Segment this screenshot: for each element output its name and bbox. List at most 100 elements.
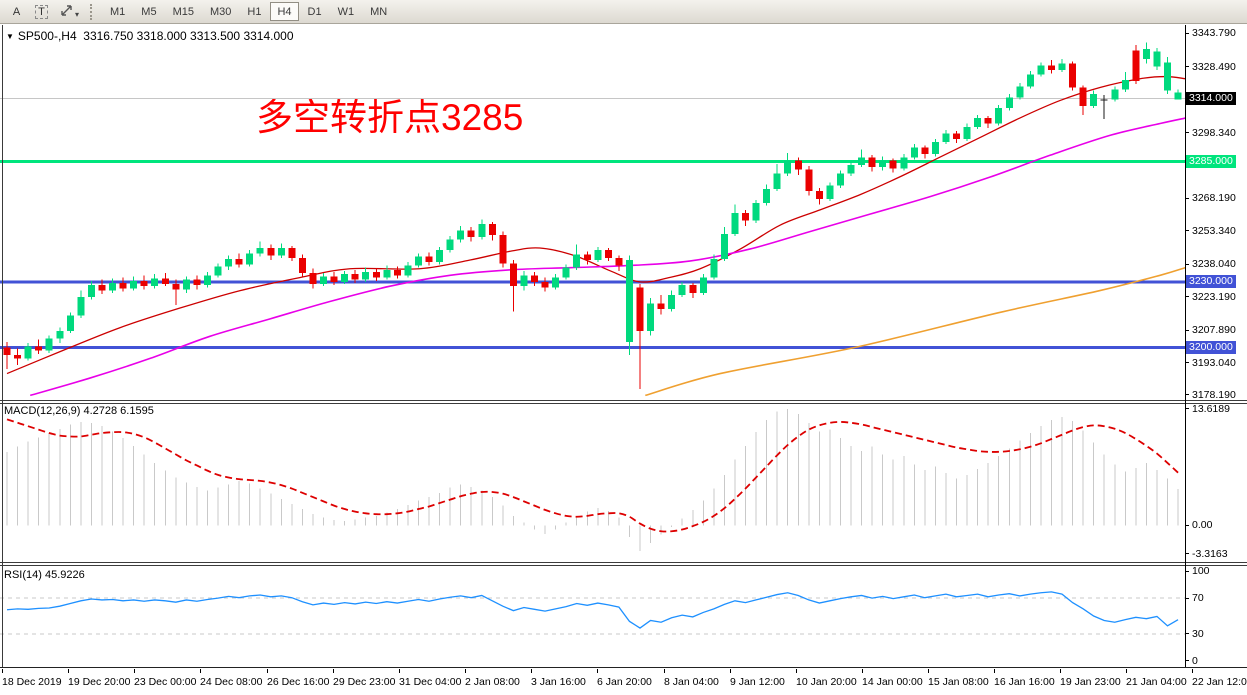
- timeframe-button-m1[interactable]: M1: [103, 2, 132, 21]
- time-tick-mark: [399, 669, 400, 673]
- timeframe-button-h1[interactable]: H1: [240, 2, 268, 21]
- font-tool-button[interactable]: A: [5, 2, 28, 21]
- chart-title[interactable]: ▼ SP500-,H4 3316.750 3318.000 3313.500 33…: [6, 29, 294, 43]
- axis-tick-mark: [1185, 394, 1189, 395]
- annotation-text[interactable]: 多空转折点3285: [256, 97, 524, 138]
- macd-tick-label: -3.3163: [1192, 547, 1228, 560]
- pane-resize-handle[interactable]: [0, 400, 1247, 404]
- time-tick-mark: [200, 669, 201, 673]
- time-tick-label: 31 Dec 04:00: [399, 676, 462, 688]
- axis-tick-mark: [1185, 553, 1189, 554]
- axis-tick-mark: [1185, 230, 1189, 231]
- axis-tick-mark: [1185, 598, 1189, 599]
- time-tick-label: 22 Jan 12:00: [1192, 676, 1247, 688]
- price-tick-label: 3193.040: [1192, 356, 1236, 369]
- time-axis-separator: [0, 667, 1247, 668]
- chart-title-text: SP500-,H4 3316.750 3318.000 3313.500 331…: [17, 29, 294, 43]
- toolbar: A T ▾ M1 M5 M15 M30 H1 H4 D1 W1 MN: [0, 0, 1247, 24]
- axis-tick-mark: [1185, 66, 1189, 67]
- price-level-label: 3230.000: [1186, 275, 1236, 289]
- price-tick-label: 3223.190: [1192, 290, 1236, 303]
- time-tick-label: 15 Jan 08:00: [928, 676, 989, 688]
- axis-tick-mark: [1185, 571, 1189, 572]
- time-tick-label: 29 Dec 23:00: [333, 676, 396, 688]
- time-tick-mark: [994, 669, 995, 673]
- rsi-tick-label: 0: [1192, 654, 1198, 667]
- toolbar-separator: [90, 3, 95, 20]
- time-tick-mark: [134, 669, 135, 673]
- timeframe-button-mn[interactable]: MN: [363, 2, 394, 21]
- time-tick-label: 8 Jan 04:00: [664, 676, 719, 688]
- axis-tick-mark: [1185, 198, 1189, 199]
- time-tick-label: 16 Jan 16:00: [994, 676, 1055, 688]
- time-tick-mark: [1060, 669, 1061, 673]
- time-tick-label: 26 Dec 16:00: [267, 676, 330, 688]
- price-axis-border: [1185, 25, 1186, 667]
- font-tool-icon: A: [12, 5, 21, 18]
- cursor-mode-button[interactable]: ▾: [55, 2, 84, 21]
- timeframe-button-m30[interactable]: M30: [203, 2, 238, 21]
- time-tick-mark: [333, 669, 334, 673]
- time-tick-label: 2 Jan 08:00: [465, 676, 520, 688]
- time-tick-mark: [796, 669, 797, 673]
- time-tick-label: 18 Dec 2019: [2, 676, 62, 688]
- axis-tick-mark: [1185, 408, 1189, 409]
- time-tick-mark: [465, 669, 466, 673]
- main-chart-pane[interactable]: [0, 25, 1186, 400]
- time-tick-mark: [664, 669, 665, 673]
- timeframe-button-d1[interactable]: D1: [301, 2, 329, 21]
- time-tick-label: 19 Jan 23:00: [1060, 676, 1121, 688]
- time-tick-mark: [531, 669, 532, 673]
- price-level-label: 3200.000: [1186, 340, 1236, 354]
- time-tick-label: 24 Dec 08:00: [200, 676, 263, 688]
- price-tick-label: 3328.490: [1192, 60, 1236, 73]
- time-tick-mark: [862, 669, 863, 673]
- timeframe-button-m5[interactable]: M5: [134, 2, 163, 21]
- time-tick-mark: [1126, 669, 1127, 673]
- axis-tick-mark: [1185, 33, 1189, 34]
- price-axis[interactable]: 3343.790 3328.490 3298.340 3268.190 3253.340…: [1185, 0, 1247, 695]
- price-tick-label: 3253.340: [1192, 224, 1236, 237]
- axis-tick-mark: [1185, 296, 1189, 297]
- price-tick-label: 3207.890: [1192, 324, 1236, 337]
- price-tick-label: 3238.040: [1192, 258, 1236, 271]
- price-tick-label: 3178.190: [1192, 388, 1236, 401]
- axis-tick-mark: [1185, 330, 1189, 331]
- axis-tick-mark: [1185, 633, 1189, 634]
- macd-pane[interactable]: [0, 404, 1186, 562]
- time-tick-mark: [68, 669, 69, 673]
- macd-tick-label: 13.6189: [1192, 402, 1230, 415]
- chart-left-border: [2, 25, 3, 667]
- time-tick-label: 21 Jan 04:00: [1126, 676, 1187, 688]
- rsi-indicator-label: RSI(14) 45.9226: [4, 569, 85, 581]
- timeframe-button-h4[interactable]: H4: [270, 2, 299, 21]
- timeframe-button-m15[interactable]: M15: [166, 2, 201, 21]
- pane-resize-handle[interactable]: [0, 562, 1247, 566]
- time-tick-mark: [597, 669, 598, 673]
- time-tick-label: 10 Jan 20:00: [796, 676, 857, 688]
- axis-tick-mark: [1185, 132, 1189, 133]
- macd-tick-label: 0.00: [1192, 519, 1213, 532]
- time-tick-label: 3 Jan 16:00: [531, 676, 586, 688]
- symbol-dropdown-icon: ▼: [6, 32, 14, 41]
- time-tick-mark: [928, 669, 929, 673]
- macd-indicator-label: MACD(12,26,9) 4.2728 6.1595: [4, 405, 154, 417]
- time-tick-label: 14 Jan 00:00: [862, 676, 923, 688]
- time-tick-mark: [267, 669, 268, 673]
- price-tick-label: 3343.790: [1192, 27, 1236, 40]
- diagonal-arrows-icon: [61, 4, 72, 16]
- time-tick-label: 6 Jan 20:00: [597, 676, 652, 688]
- time-tick-label: 9 Jan 12:00: [730, 676, 785, 688]
- timeframe-button-w1[interactable]: W1: [331, 2, 362, 21]
- time-tick-label: 23 Dec 00:00: [134, 676, 197, 688]
- axis-tick-mark: [1185, 264, 1189, 265]
- price-tick-label: 3298.340: [1192, 126, 1236, 139]
- axis-tick-mark: [1185, 525, 1189, 526]
- time-axis[interactable]: 18 Dec 2019 19 Dec 20:00 23 Dec 00:00 24 De…: [0, 668, 1247, 695]
- time-tick-mark: [2, 669, 3, 673]
- price-level-label: 3314.000: [1186, 91, 1236, 105]
- rsi-pane[interactable]: [0, 566, 1186, 666]
- price-tick-label: 3268.190: [1192, 192, 1236, 205]
- text-label-tool-button[interactable]: T: [30, 2, 53, 21]
